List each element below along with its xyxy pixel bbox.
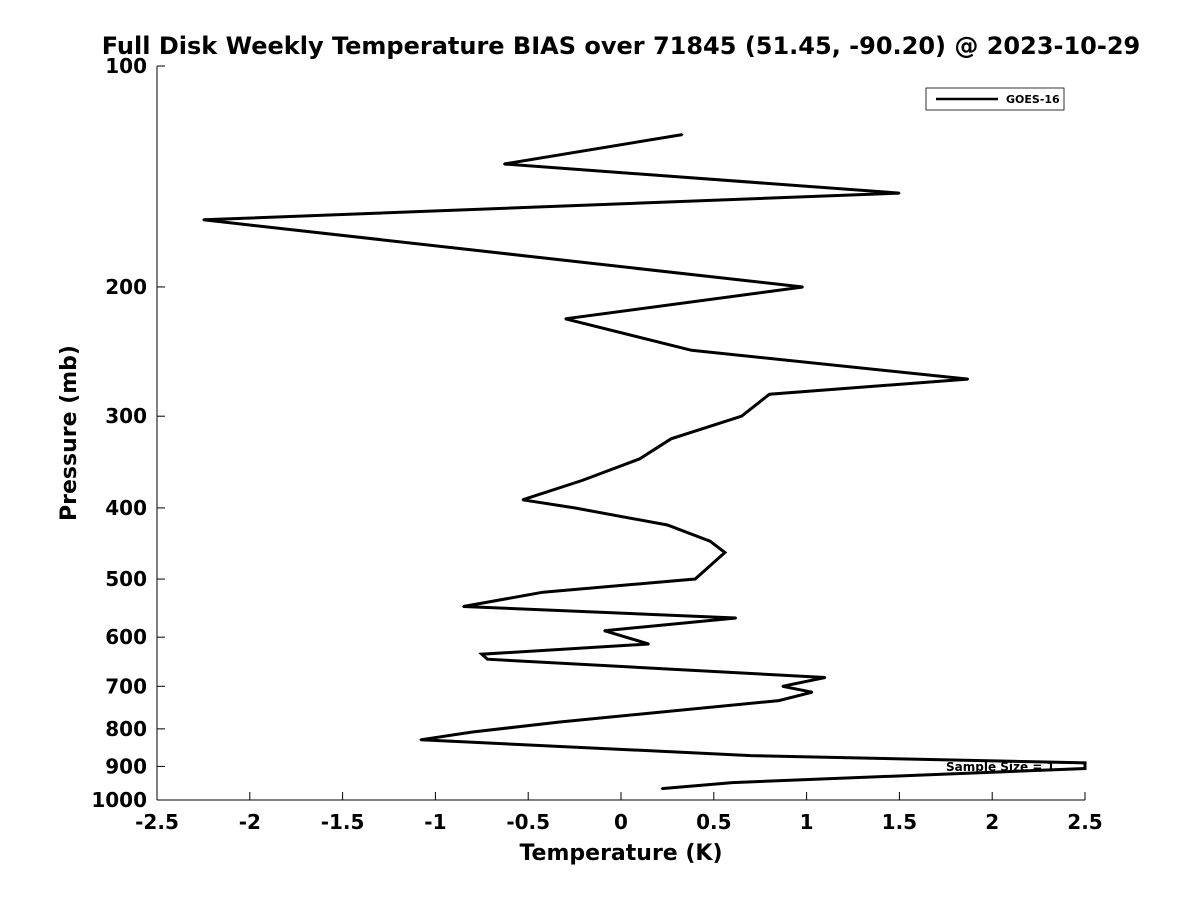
y-tick-label: 600: [105, 625, 147, 649]
data-point: [419, 738, 422, 741]
data-point: [503, 163, 506, 166]
data-point: [542, 591, 545, 594]
data-point: [731, 781, 734, 784]
data-point: [723, 551, 726, 554]
data-point: [1084, 761, 1086, 764]
data-point: [603, 629, 606, 632]
x-tick-label: 0.5: [696, 810, 731, 834]
data-point: [749, 754, 752, 757]
y-tick-label: 200: [105, 275, 147, 299]
data-point: [824, 676, 827, 679]
data-point: [558, 721, 561, 724]
data-point: [740, 415, 743, 418]
x-tick-label: -0.5: [506, 810, 550, 834]
data-point: [801, 285, 804, 288]
sample-size-annotation: Sample Size = 1: [946, 760, 1055, 774]
x-tick-label: 0: [614, 810, 628, 834]
y-tick-label: 100: [105, 54, 147, 78]
data-point: [660, 787, 663, 790]
data-point: [735, 617, 738, 620]
x-tick-label: 1: [800, 810, 814, 834]
x-tick-label: -1: [424, 810, 446, 834]
legend: GOES-16: [925, 87, 1065, 111]
data-point: [462, 605, 465, 608]
x-tick-label: 1.5: [882, 810, 917, 834]
y-tick-label: 800: [105, 717, 147, 741]
data-point: [777, 699, 780, 702]
data-point: [670, 437, 673, 440]
data-point: [666, 523, 669, 526]
data-point: [647, 642, 650, 645]
y-axis-label: Pressure (mb): [57, 345, 82, 521]
x-tick-label: -2.5: [135, 810, 179, 834]
data-point: [486, 658, 489, 661]
data-point: [564, 317, 567, 320]
y-tick-label: 1000: [91, 788, 147, 812]
legend-label-goes-16: GOES-16: [1006, 93, 1060, 106]
y-tick-label: 500: [105, 567, 147, 591]
x-tick-label: -1.5: [321, 810, 365, 834]
data-point: [898, 192, 901, 195]
x-axis-ticks: -2.5 -2 -1.5 -1 -0.5 0 0.5 1 1.5 2 2.5: [135, 792, 1103, 834]
data-point: [573, 506, 576, 509]
y-tick-label: 300: [105, 404, 147, 428]
y-tick-label: 900: [105, 754, 147, 778]
data-point: [781, 685, 784, 688]
x-tick-label: 2.5: [1067, 810, 1102, 834]
chart-title: Full Disk Weekly Temperature BIAS over 7…: [102, 32, 1141, 60]
data-point: [581, 479, 584, 482]
data-point: [638, 457, 641, 460]
y-tick-label: 700: [105, 674, 147, 698]
data-point: [694, 578, 697, 581]
y-tick-label: 400: [105, 496, 147, 520]
x-tick-label: 2: [985, 810, 999, 834]
x-axis-label: Temperature (K): [519, 841, 722, 866]
x-tick-label: -2: [239, 810, 261, 834]
series-line-goes-16: [203, 133, 1087, 791]
y-axis-ticks: 100 200 300 400 500 600 700 800 900 1000: [91, 54, 165, 812]
data-point: [967, 378, 970, 381]
plot-area: [202, 133, 1087, 791]
data-point: [480, 653, 483, 656]
data-point: [681, 133, 684, 136]
data-point: [709, 540, 712, 543]
data-point: [202, 218, 205, 221]
data-point: [690, 349, 693, 352]
data-point: [471, 731, 474, 734]
data-point: [768, 393, 771, 396]
data-point: [1084, 767, 1086, 770]
data-point: [811, 691, 814, 694]
data-point: [521, 498, 524, 501]
